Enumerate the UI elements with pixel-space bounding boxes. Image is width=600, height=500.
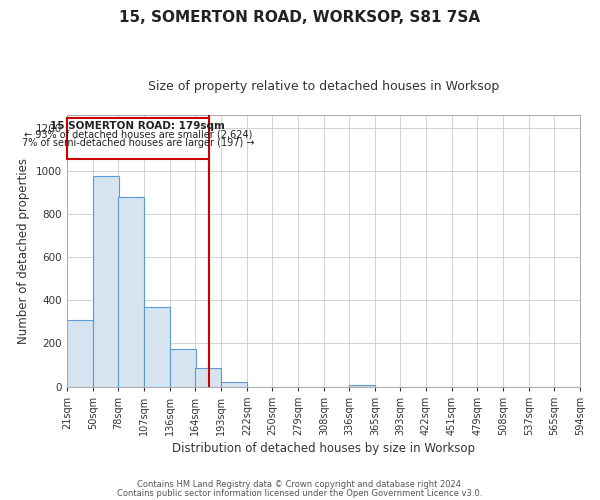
Bar — [195, 368, 221, 386]
Text: ← 93% of detached houses are smaller (2,624): ← 93% of detached houses are smaller (2,… — [23, 130, 252, 140]
Bar — [144, 307, 170, 386]
Bar — [118, 197, 144, 386]
Text: 15, SOMERTON ROAD, WORKSOP, S81 7SA: 15, SOMERTON ROAD, WORKSOP, S81 7SA — [119, 10, 481, 25]
Text: Contains public sector information licensed under the Open Government Licence v3: Contains public sector information licen… — [118, 488, 482, 498]
Text: Contains HM Land Registry data © Crown copyright and database right 2024.: Contains HM Land Registry data © Crown c… — [137, 480, 463, 489]
Title: Size of property relative to detached houses in Worksop: Size of property relative to detached ho… — [148, 80, 499, 93]
Text: 7% of semi-detached houses are larger (197) →: 7% of semi-detached houses are larger (1… — [22, 138, 254, 148]
Bar — [67, 320, 93, 386]
Bar — [221, 382, 247, 386]
Bar — [67, 118, 209, 159]
Y-axis label: Number of detached properties: Number of detached properties — [17, 158, 31, 344]
Bar — [170, 349, 196, 387]
X-axis label: Distribution of detached houses by size in Worksop: Distribution of detached houses by size … — [172, 442, 475, 455]
Text: 15 SOMERTON ROAD: 179sqm: 15 SOMERTON ROAD: 179sqm — [50, 121, 225, 131]
Bar — [93, 176, 119, 386]
